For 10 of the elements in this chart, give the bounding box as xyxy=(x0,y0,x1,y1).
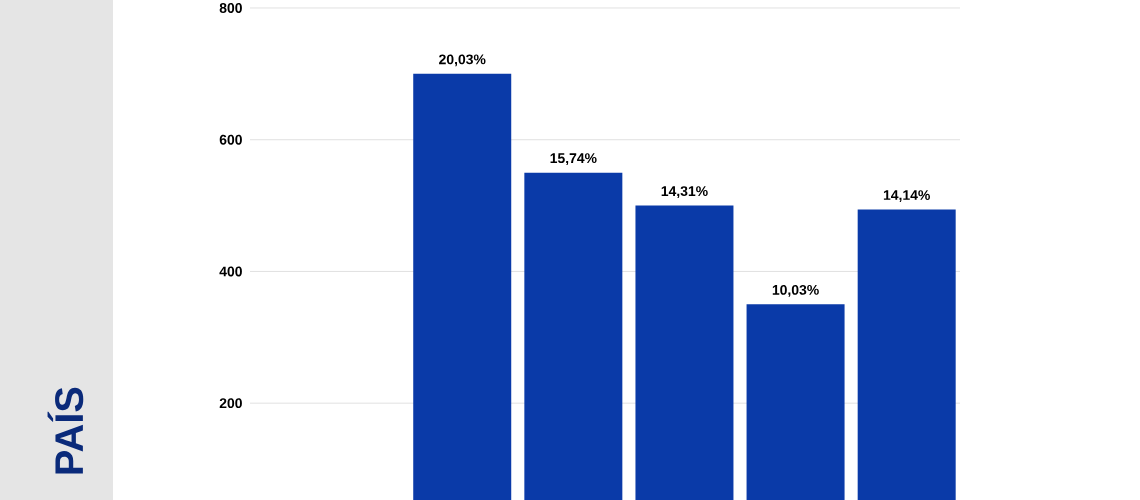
y-tick-label: 200 xyxy=(219,398,242,409)
annotation: 10,03% xyxy=(772,284,819,297)
y-tick-label: 600 xyxy=(219,134,242,145)
y-axis-title: PAÍS xyxy=(47,387,84,474)
annotation: 14,14% xyxy=(883,190,930,202)
annotation: 14,31% xyxy=(661,186,708,199)
annotation: 15,74% xyxy=(550,153,597,166)
y-tick-label: 800 xyxy=(219,3,242,13)
annotation: 20,03% xyxy=(439,54,486,67)
y-tick-label: 400 xyxy=(219,266,242,277)
